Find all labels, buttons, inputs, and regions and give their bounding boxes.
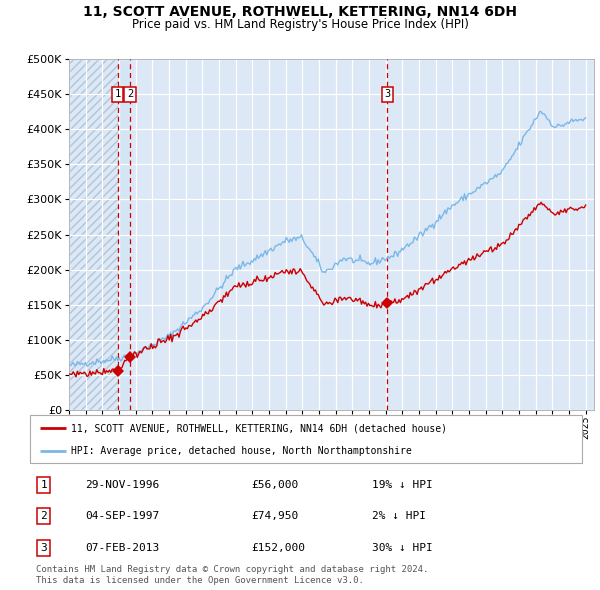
- Text: 2: 2: [40, 512, 47, 521]
- Text: 11, SCOTT AVENUE, ROTHWELL, KETTERING, NN14 6DH: 11, SCOTT AVENUE, ROTHWELL, KETTERING, N…: [83, 5, 517, 19]
- Text: 11, SCOTT AVENUE, ROTHWELL, KETTERING, NN14 6DH (detached house): 11, SCOTT AVENUE, ROTHWELL, KETTERING, N…: [71, 423, 448, 433]
- Bar: [118, 59, 130, 410]
- Text: £74,950: £74,950: [251, 512, 298, 521]
- Text: 1: 1: [115, 89, 121, 99]
- FancyBboxPatch shape: [30, 415, 582, 463]
- Text: 2: 2: [127, 89, 133, 99]
- Text: 1: 1: [40, 480, 47, 490]
- Text: 3: 3: [40, 543, 47, 553]
- Text: 3: 3: [385, 89, 391, 99]
- Text: 2% ↓ HPI: 2% ↓ HPI: [372, 512, 426, 521]
- Bar: [69, 59, 118, 410]
- Text: £152,000: £152,000: [251, 543, 305, 553]
- Text: 04-SEP-1997: 04-SEP-1997: [85, 512, 160, 521]
- Text: Contains HM Land Registry data © Crown copyright and database right 2024.
This d: Contains HM Land Registry data © Crown c…: [36, 565, 428, 585]
- Text: £56,000: £56,000: [251, 480, 298, 490]
- Text: 30% ↓ HPI: 30% ↓ HPI: [372, 543, 433, 553]
- Text: Price paid vs. HM Land Registry's House Price Index (HPI): Price paid vs. HM Land Registry's House …: [131, 18, 469, 31]
- Text: HPI: Average price, detached house, North Northamptonshire: HPI: Average price, detached house, Nort…: [71, 446, 412, 456]
- Bar: [69, 59, 118, 410]
- Text: 07-FEB-2013: 07-FEB-2013: [85, 543, 160, 553]
- Text: 29-NOV-1996: 29-NOV-1996: [85, 480, 160, 490]
- Text: 19% ↓ HPI: 19% ↓ HPI: [372, 480, 433, 490]
